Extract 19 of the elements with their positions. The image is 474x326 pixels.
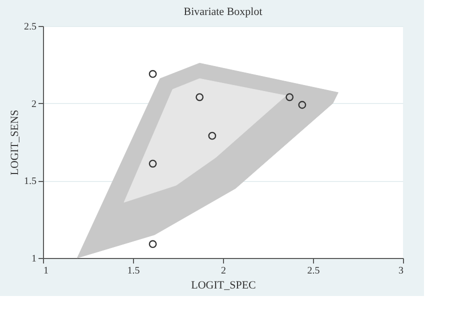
point [148,160,157,168]
y-tick-label: 2.5 [24,22,36,32]
point [148,240,157,248]
y-tick-label: 1 [32,254,36,264]
point [286,93,294,102]
chart-title: Bivariate Boxplot [184,6,262,18]
point [208,132,216,140]
y-axis-title: LOGIT_SENS [9,110,21,176]
x-tick-label: 2.5 [307,266,320,276]
x-tick-label: 1.5 [127,266,140,276]
x-axis-title: LOGIT_SPEC [191,280,256,292]
x-tick-label: 3 [398,266,404,276]
y-tick-label: 2 [32,98,36,110]
point [148,70,157,78]
x-tick-label: 1 [44,266,48,276]
x-tick-label: 2 [221,266,226,276]
point [298,100,306,109]
y-tick-label: 1.5 [24,176,36,188]
point [196,93,204,102]
